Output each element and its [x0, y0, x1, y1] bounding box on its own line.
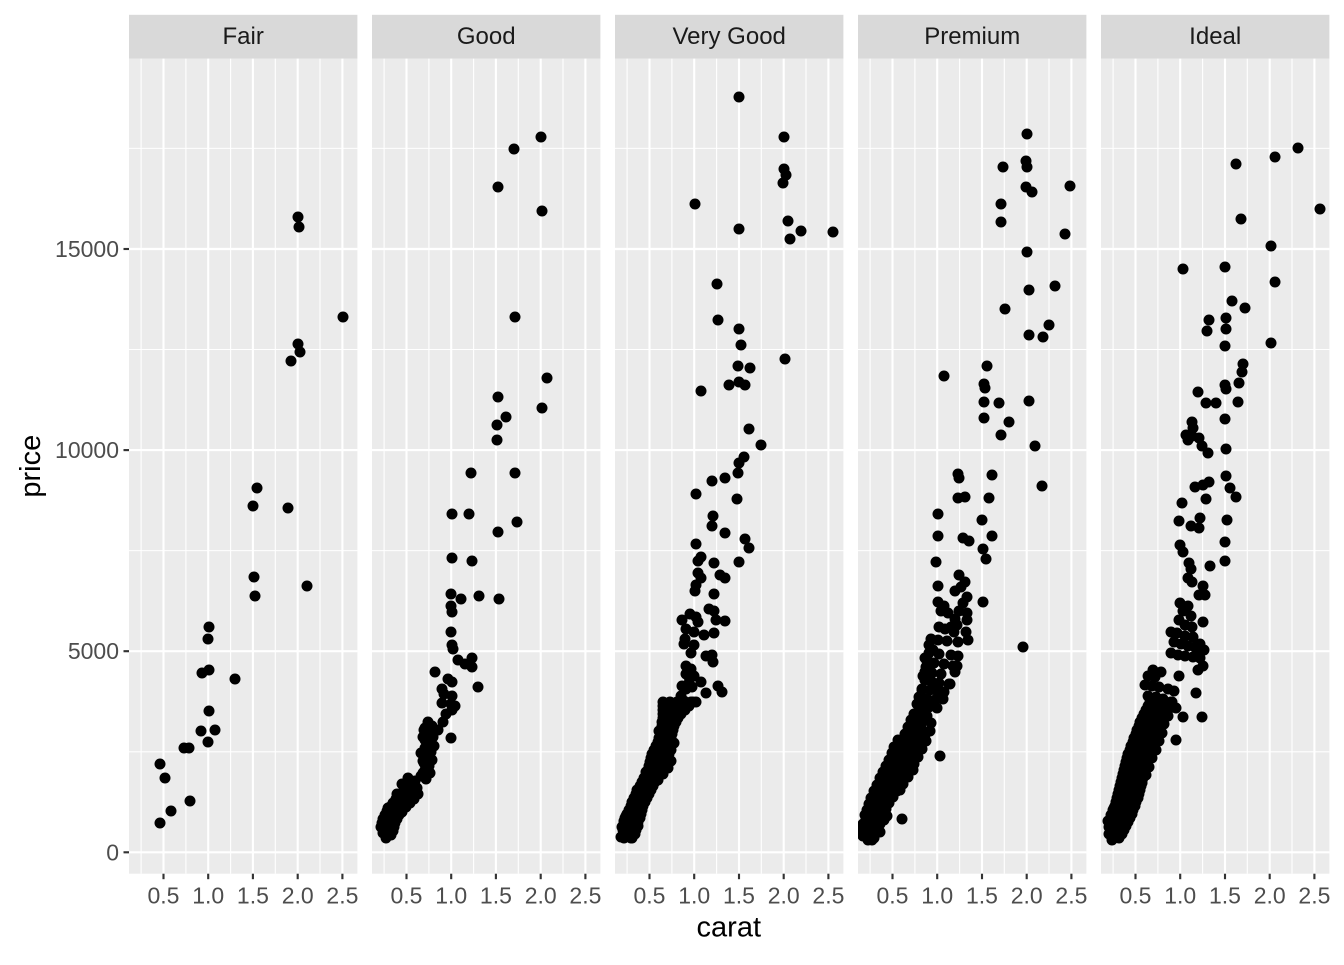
- svg-text:1.0: 1.0: [435, 883, 467, 909]
- svg-text:0.5: 0.5: [391, 883, 423, 909]
- svg-text:0.5: 0.5: [1120, 883, 1152, 909]
- svg-text:1.0: 1.0: [1164, 883, 1196, 909]
- svg-text:Premium: Premium: [924, 23, 1020, 50]
- svg-text:0: 0: [106, 839, 119, 865]
- svg-text:2.5: 2.5: [812, 883, 844, 909]
- svg-text:1.5: 1.5: [723, 883, 755, 909]
- svg-text:1.5: 1.5: [480, 883, 512, 909]
- svg-text:2.5: 2.5: [569, 883, 601, 909]
- svg-text:2.5: 2.5: [1298, 883, 1330, 909]
- svg-text:10000: 10000: [55, 437, 119, 463]
- svg-text:Ideal: Ideal: [1189, 23, 1241, 50]
- svg-text:Very Good: Very Good: [672, 23, 785, 50]
- svg-text:0.5: 0.5: [877, 883, 909, 909]
- svg-text:2.0: 2.0: [768, 883, 800, 909]
- svg-text:Fair: Fair: [223, 23, 264, 50]
- svg-text:2.0: 2.0: [525, 883, 557, 909]
- svg-text:2.0: 2.0: [282, 883, 314, 909]
- svg-text:2.5: 2.5: [1055, 883, 1087, 909]
- svg-text:2.0: 2.0: [1011, 883, 1043, 909]
- svg-text:0.5: 0.5: [634, 883, 666, 909]
- svg-text:2.5: 2.5: [326, 883, 358, 909]
- svg-text:1.0: 1.0: [678, 883, 710, 909]
- svg-text:1.0: 1.0: [921, 883, 953, 909]
- svg-text:2.0: 2.0: [1254, 883, 1286, 909]
- svg-text:1.5: 1.5: [966, 883, 998, 909]
- svg-text:carat: carat: [697, 912, 761, 944]
- svg-text:15000: 15000: [55, 236, 119, 262]
- svg-text:1.5: 1.5: [1209, 883, 1241, 909]
- svg-text:5000: 5000: [68, 638, 119, 664]
- svg-text:1.5: 1.5: [237, 883, 269, 909]
- svg-text:price: price: [15, 435, 47, 498]
- svg-text:1.0: 1.0: [192, 883, 224, 909]
- svg-text:Good: Good: [457, 23, 516, 50]
- svg-text:0.5: 0.5: [148, 883, 180, 909]
